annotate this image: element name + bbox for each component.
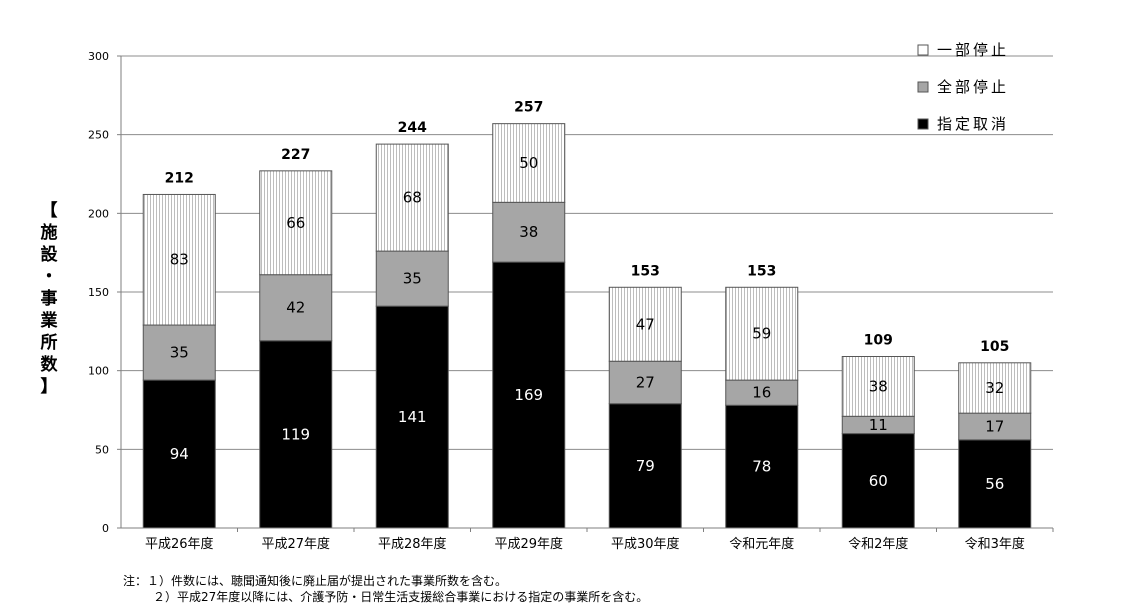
segment-value-label: 35	[170, 344, 189, 362]
segment-value-label: 83	[170, 251, 189, 269]
y-tick-label: 200	[88, 207, 109, 220]
total-value-label: 212	[165, 170, 194, 186]
total-value-label: 153	[631, 263, 660, 279]
segment-value-label: 66	[286, 214, 305, 232]
total-value-label: 244	[398, 120, 427, 136]
x-category-label: 平成27年度	[261, 536, 330, 552]
y-axis-title: 【施設・事業所数】	[36, 200, 62, 398]
bar-segment	[492, 123, 566, 203]
legend-label: 指定取消	[937, 115, 1009, 133]
legend-swatch	[917, 81, 929, 93]
bar-segment	[259, 170, 333, 276]
segment-value-label: 169	[514, 386, 543, 404]
footnote-1: 注：１）件数には、聴聞通知後に廃止届が提出された事業所数を含む。	[123, 574, 508, 588]
y-tick-label: 100	[88, 365, 109, 378]
segment-value-label: 32	[985, 379, 1004, 397]
segment-value-label: 38	[869, 377, 888, 395]
bar-segment	[142, 324, 216, 381]
total-value-label: 105	[980, 339, 1009, 355]
x-axis: 平成26年度 平成27年度 平成28年度 平成29年度 平成30年度 令和元年度 令和2年度…	[121, 527, 1054, 552]
segment-value-label: 141	[398, 408, 427, 426]
bar-segment	[725, 286, 799, 381]
segment-value-label: 35	[403, 270, 422, 288]
bar-segment	[259, 274, 333, 342]
bar-segment	[375, 143, 449, 252]
segment-value-label: 94	[170, 445, 189, 463]
bar-segment	[958, 362, 1032, 414]
total-value-label: 227	[281, 147, 310, 163]
y-axis-title-char: 施	[40, 223, 58, 243]
segment-value-label: 68	[403, 189, 422, 207]
bars	[142, 123, 1032, 529]
footnotes: 注：１）件数には、聴聞通知後に廃止届が提出された事業所数を含む。 ２）平成27年…	[123, 573, 648, 605]
y-tick-label: 300	[88, 50, 109, 63]
bar-segment	[958, 439, 1032, 529]
bar-segment	[725, 404, 799, 529]
legend-swatch	[917, 118, 929, 130]
segment-value-label: 11	[869, 416, 888, 434]
y-axis-title-char: 業	[40, 311, 58, 331]
segment-value-label: 42	[286, 299, 305, 317]
segment-value-label: 78	[752, 458, 771, 476]
segment-value-label: 38	[519, 223, 538, 241]
y-axis-title-char: 設	[40, 245, 58, 265]
x-category-label: 平成26年度	[145, 536, 214, 552]
x-category-label: 令和元年度	[729, 536, 794, 552]
data-labels: 94 35 83 212 119 42 66 227 141 35 68 244 169 38 50 257 7…	[165, 100, 1010, 493]
bar-segment	[375, 250, 449, 307]
y-tick-label: 50	[95, 443, 109, 456]
total-value-label: 153	[747, 263, 776, 279]
x-category-label: 平成28年度	[378, 536, 447, 552]
legend-label: 全部停止	[937, 78, 1009, 96]
y-axis-title-char: ・	[40, 267, 58, 287]
y-tick-label: 250	[88, 129, 109, 142]
bar-segment	[492, 261, 566, 529]
y-axis: 0 50 100 150 200 250 300	[88, 50, 122, 535]
y-axis-title-char: 数	[40, 355, 58, 375]
legend-swatch	[917, 44, 929, 56]
bar-segment	[142, 193, 216, 326]
segment-value-label: 56	[985, 475, 1004, 493]
segment-value-label: 47	[636, 315, 655, 333]
bar-segment	[841, 356, 915, 417]
x-category-label: 令和3年度	[965, 536, 1025, 552]
segment-value-label: 16	[752, 384, 771, 402]
y-axis-title-char: 所	[40, 333, 58, 353]
segment-value-label: 27	[636, 373, 655, 391]
total-value-label: 109	[864, 333, 893, 349]
bar-segment	[725, 379, 799, 406]
y-axis-title-char: 【	[40, 201, 58, 221]
bar-segment	[375, 305, 449, 529]
bar-segment	[142, 379, 216, 529]
segment-value-label: 119	[281, 425, 310, 443]
bar-segment	[608, 360, 682, 405]
legend-label: 一部停止	[937, 41, 1009, 59]
total-value-label: 257	[514, 100, 543, 116]
segment-value-label: 17	[985, 418, 1004, 436]
y-axis-title-char: 】	[40, 377, 58, 397]
segment-value-label: 50	[519, 154, 538, 172]
y-tick-label: 0	[102, 522, 109, 535]
footnote-2: ２）平成27年度以降には、介護予防・日常生活支援総合事業における指定の事業所を含…	[153, 590, 649, 604]
x-category-label: 平成29年度	[494, 536, 563, 552]
segment-value-label: 60	[869, 472, 888, 490]
y-axis-title-char: 事	[40, 289, 58, 309]
bar-segment	[841, 433, 915, 529]
segment-value-label: 59	[752, 325, 771, 343]
x-category-label: 平成30年度	[611, 536, 680, 552]
segment-value-label: 79	[636, 457, 655, 475]
bar-segment	[259, 340, 333, 529]
x-category-label: 令和2年度	[848, 536, 908, 552]
bar-segment	[492, 201, 566, 263]
bar-segment	[608, 286, 682, 362]
y-tick-label: 150	[88, 286, 109, 299]
